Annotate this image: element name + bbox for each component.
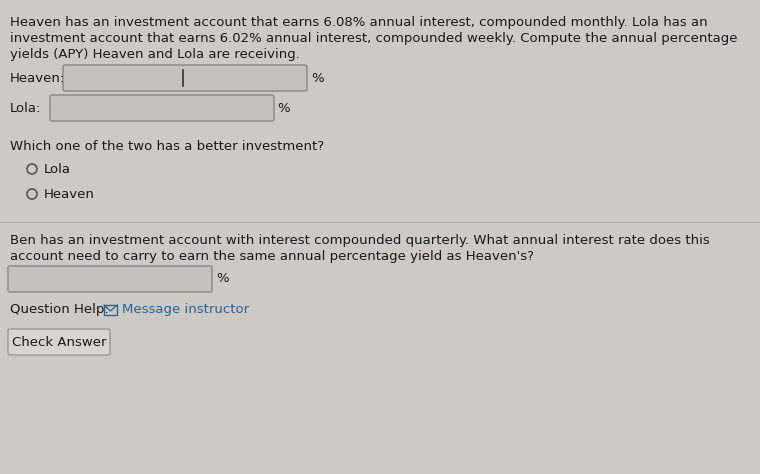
- Text: Question Help:: Question Help:: [10, 303, 109, 317]
- Text: Message instructor: Message instructor: [122, 303, 249, 317]
- Text: Check Answer: Check Answer: [11, 336, 106, 348]
- FancyBboxPatch shape: [50, 95, 274, 121]
- Text: yields (APY) Heaven and Lola are receiving.: yields (APY) Heaven and Lola are receivi…: [10, 48, 300, 61]
- FancyBboxPatch shape: [63, 65, 307, 91]
- Text: Heaven has an investment account that earns 6.08% annual interest, compounded mo: Heaven has an investment account that ea…: [10, 16, 708, 29]
- Text: Which one of the two has a better investment?: Which one of the two has a better invest…: [10, 139, 324, 153]
- Text: Heaven: Heaven: [44, 188, 95, 201]
- Text: Ben has an investment account with interest compounded quarterly. What annual in: Ben has an investment account with inter…: [10, 234, 710, 247]
- Circle shape: [27, 189, 37, 199]
- Text: Lola: Lola: [44, 163, 71, 175]
- FancyBboxPatch shape: [8, 266, 212, 292]
- Text: investment account that earns 6.02% annual interest, compounded weekly. Compute : investment account that earns 6.02% annu…: [10, 32, 737, 45]
- Text: account need to carry to earn the same annual percentage yield as Heaven's?: account need to carry to earn the same a…: [10, 250, 534, 263]
- FancyBboxPatch shape: [8, 329, 110, 355]
- Text: Heaven:: Heaven:: [10, 72, 65, 84]
- Text: Lola:: Lola:: [10, 101, 41, 115]
- Text: %: %: [311, 72, 324, 84]
- Text: %: %: [216, 273, 229, 285]
- Circle shape: [27, 164, 37, 174]
- Text: %: %: [277, 101, 290, 115]
